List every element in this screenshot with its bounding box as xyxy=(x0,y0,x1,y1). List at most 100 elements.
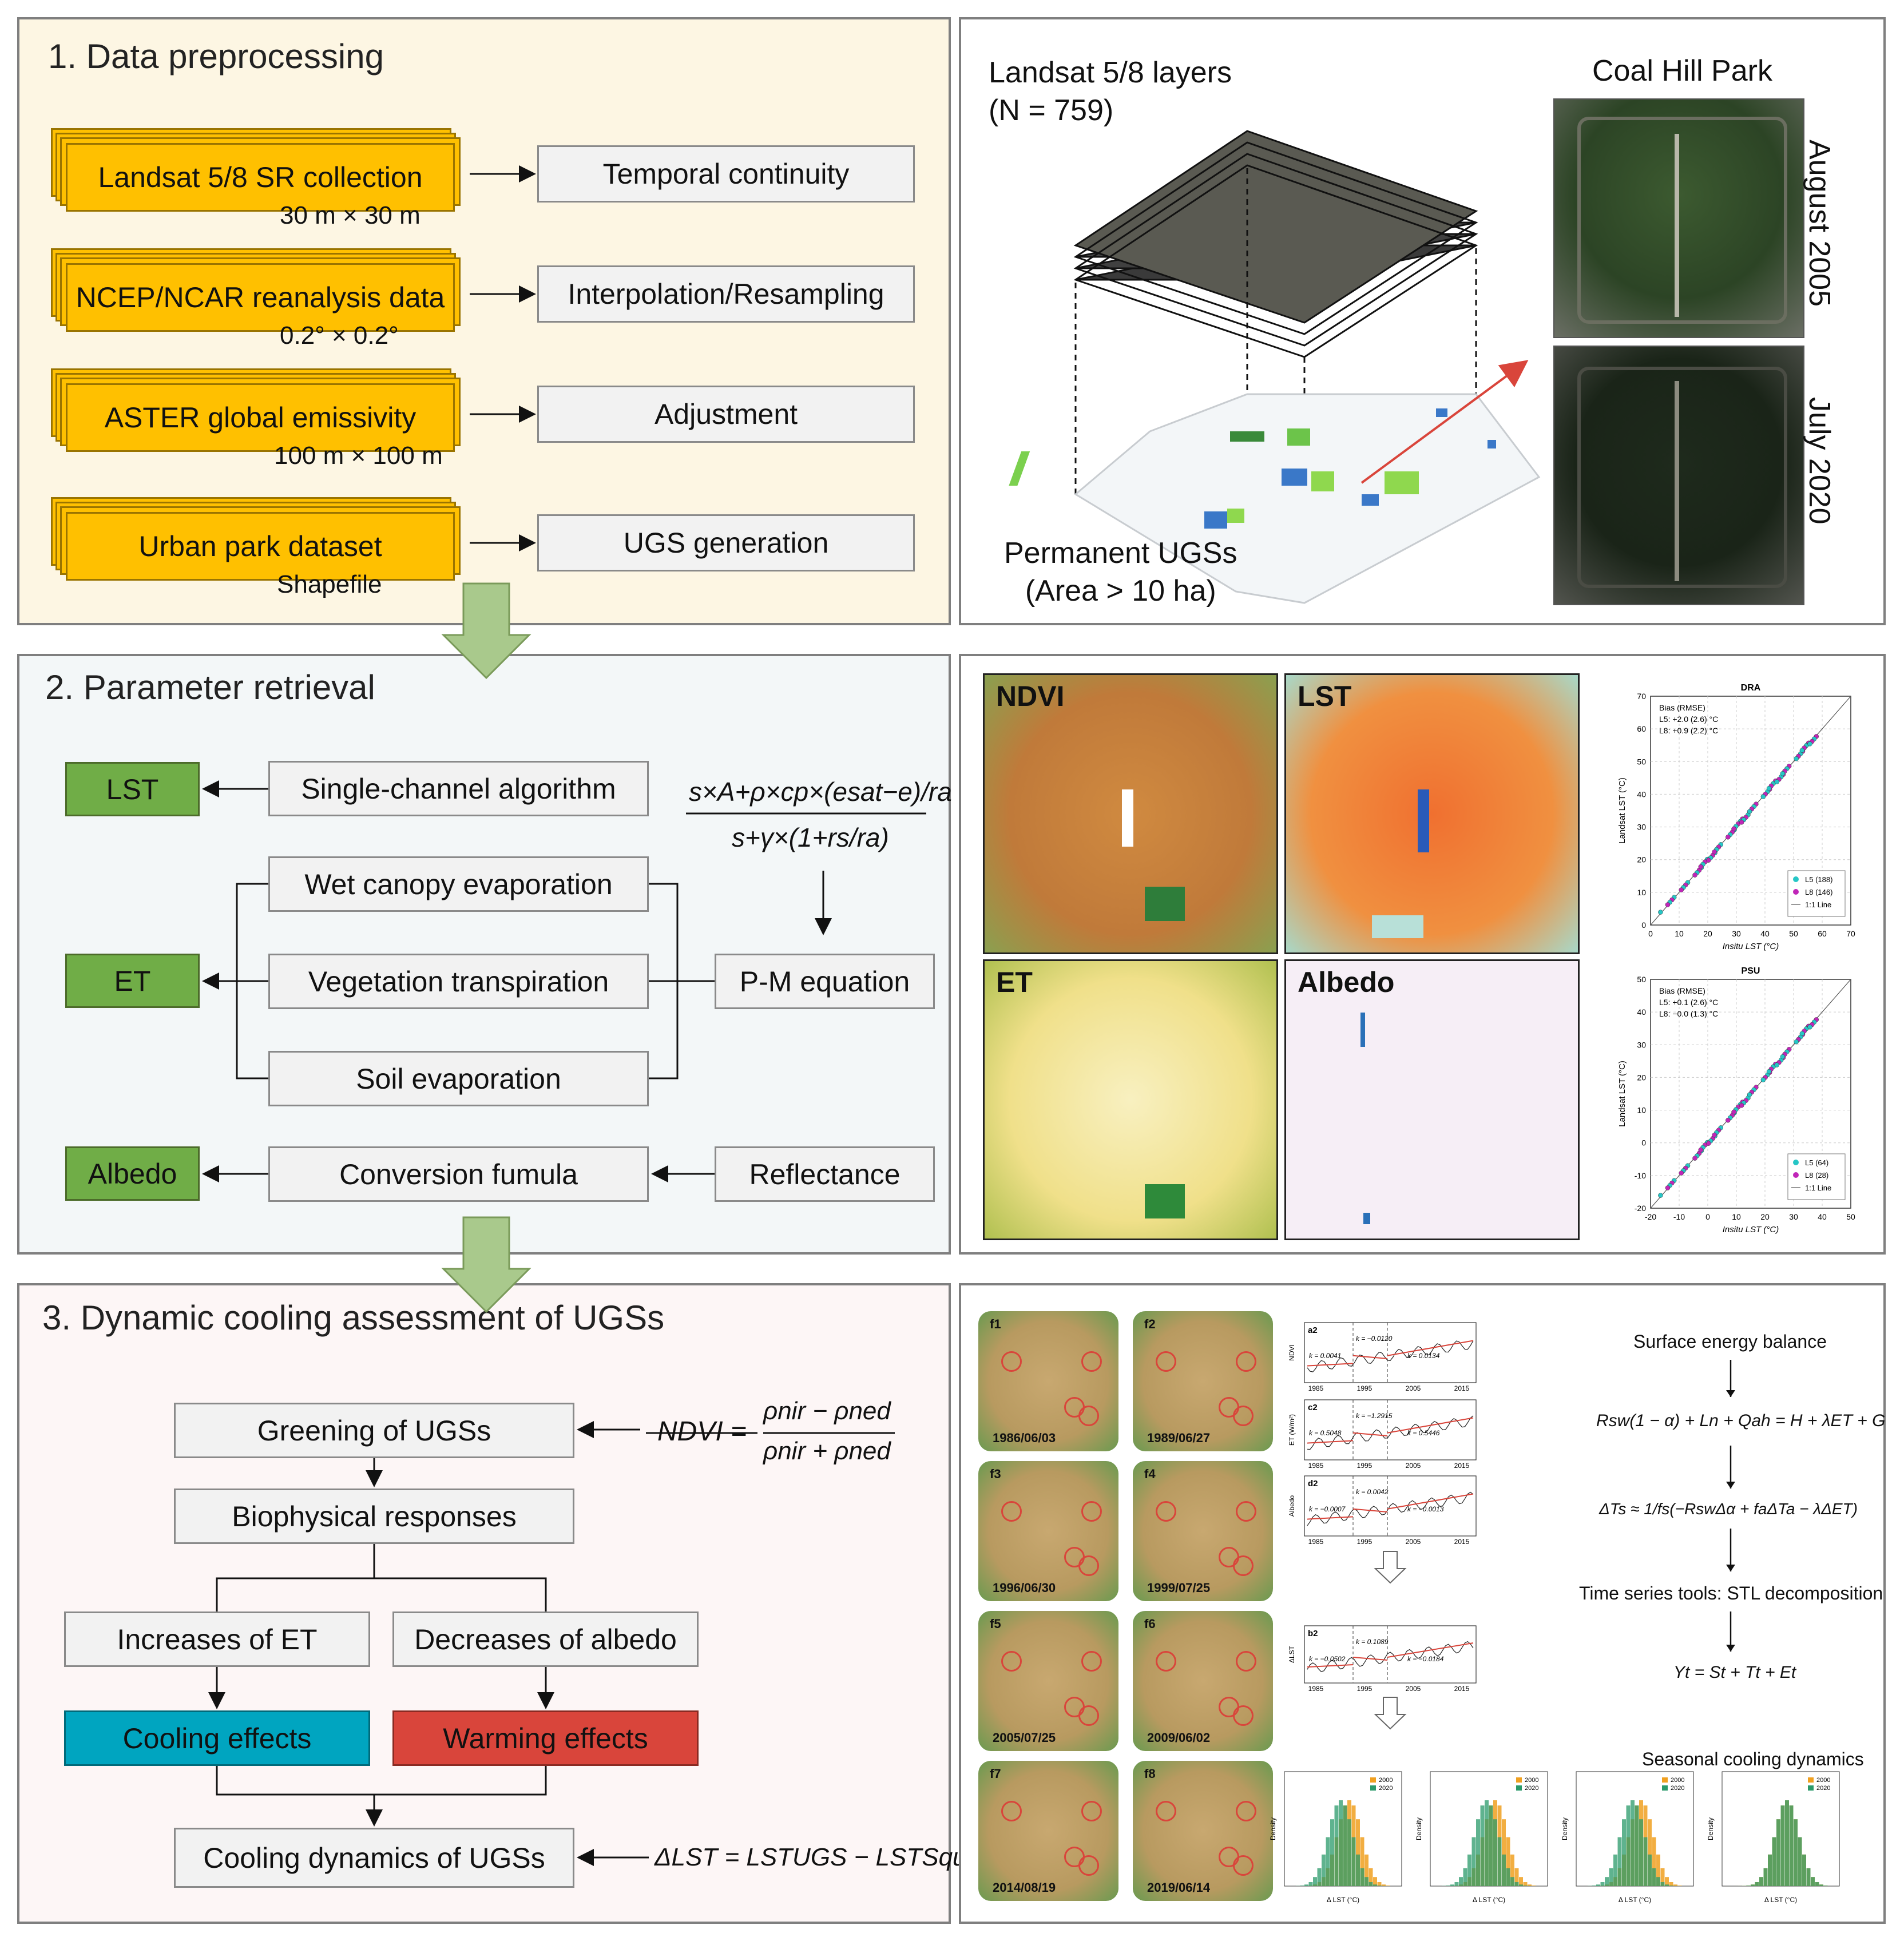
ugs-circle xyxy=(1236,1501,1256,1522)
histogram-bar-2020 xyxy=(1489,1805,1493,1886)
map-id: f2 xyxy=(1144,1317,1156,1331)
scatter-point xyxy=(1780,771,1786,776)
histogram-bar-2020 xyxy=(1459,1877,1463,1886)
panel-data-preprocessing: 1. Data preprocessing Landsat 5/8 SR col… xyxy=(17,17,951,625)
y-tick-label: 50 xyxy=(1637,975,1646,984)
conversion-formula: Conversion fumula xyxy=(268,1146,649,1202)
ugs-circle xyxy=(1001,1651,1022,1672)
histogram-bar-2020 xyxy=(1819,1884,1823,1886)
y-tick-label: 30 xyxy=(1637,823,1646,832)
histogram-bar-2000 xyxy=(1648,1819,1652,1886)
map-id: f6 xyxy=(1144,1617,1156,1631)
histogram-xlabel: Δ LST (°C) xyxy=(1764,1896,1797,1904)
output-lst: LST xyxy=(65,762,200,816)
trend-line xyxy=(1307,1440,1354,1444)
slope-label: k = 0.0042 xyxy=(1356,1488,1389,1496)
map-label-lst: LST xyxy=(1298,680,1352,712)
scatter-point xyxy=(1712,849,1717,855)
histogram-bar-2020 xyxy=(1330,1819,1334,1886)
dynamics-svg: a2 NDVI 1985 1995 2005 2015 k = 0.0041 k = −0.0… xyxy=(1269,1322,1840,1904)
y-tick-label: 20 xyxy=(1637,855,1646,864)
dts-equation: ΔTs ≈ 1/fs(−RswΔα + faΔTa − λΔET) xyxy=(1599,1500,1858,1518)
x-tick-label: 40 xyxy=(1818,1212,1827,1221)
histogram-bar-2020 xyxy=(1665,1884,1669,1886)
scatter-point xyxy=(1706,1141,1711,1146)
x-tick-label: 10 xyxy=(1675,929,1684,938)
histogram-bar-2020 xyxy=(1596,1884,1600,1886)
histogram-bar-2020 xyxy=(1631,1800,1635,1886)
year-tick: 2015 xyxy=(1454,1685,1470,1693)
y-tick-label: 30 xyxy=(1637,1040,1646,1049)
histogram-bar-2020 xyxy=(1360,1868,1364,1886)
caption-landsat: 30 m × 30 m xyxy=(280,201,421,229)
x-tick-label: 20 xyxy=(1703,929,1712,938)
histogram-bar-2020 xyxy=(1600,1882,1605,1886)
validation-frame xyxy=(1650,696,1851,926)
histogram-bar-2020 xyxy=(1660,1882,1665,1886)
histogram-bar-2000 xyxy=(1373,1877,1377,1886)
histogram-bar-2020 xyxy=(1755,1882,1759,1886)
y-tick-label: 10 xyxy=(1637,1106,1646,1115)
trend-line xyxy=(1387,1340,1474,1356)
scatter-point xyxy=(1747,1092,1752,1097)
process-temporal: Temporal continuity xyxy=(537,145,915,203)
caption-aster: 100 m × 100 m xyxy=(274,442,443,470)
panel-title: 2. Parameter retrieval xyxy=(45,668,375,706)
scatter-point xyxy=(1731,826,1736,832)
map-grid: f1 1986/06/03 f2 1989/06/27 f3 1996/06/30 f4 19… xyxy=(978,1311,1276,1912)
date-2005: August 2005 xyxy=(1803,140,1836,307)
histogram-bar-2020 xyxy=(1326,1837,1330,1886)
ugs-circle xyxy=(1078,1855,1099,1876)
panel-parameter-retrieval: 2. Parameter retrieval LST ET Albedo Sin… xyxy=(17,654,952,1255)
trend-line xyxy=(1352,1432,1388,1436)
histogram-bar-2000 xyxy=(1364,1854,1368,1886)
histogram-ylabel: Density xyxy=(1561,1817,1569,1840)
source-landsat: Landsat 5/8 SR collection xyxy=(66,143,455,212)
legend-marker xyxy=(1793,1172,1799,1178)
histogram-bar-2020 xyxy=(1798,1837,1802,1886)
histogram-bar-2000 xyxy=(1665,1877,1669,1886)
scatter-point xyxy=(1799,748,1805,753)
validation-plots: DRA 0 10 20 30 40 50 60 70 0 10 20 30 40 50 60 70 Insitu … xyxy=(1596,676,1865,1240)
single-channel-algorithm: Single-channel algorithm xyxy=(268,761,649,816)
histogram-bar-2000 xyxy=(1510,1854,1514,1886)
scatter-point xyxy=(1794,1039,1799,1045)
y-tick-label: -10 xyxy=(1635,1171,1646,1180)
landsat-top-layer xyxy=(1073,130,1478,324)
y-tick-label: 0 xyxy=(1641,1138,1646,1148)
histogram-bar-2020 xyxy=(1313,1877,1317,1886)
histogram-bar-2020 xyxy=(1763,1868,1768,1886)
histogram-bar-2020 xyxy=(1510,1877,1514,1886)
panel-title: 1. Data preprocessing xyxy=(48,37,384,76)
source-park: Urban park dataset xyxy=(66,512,455,581)
year-tick: 1995 xyxy=(1357,1384,1373,1392)
x-tick-label: -10 xyxy=(1673,1212,1685,1221)
process-adjustment: Adjustment xyxy=(537,386,915,443)
park-image-2005 xyxy=(1553,98,1804,338)
ugs-circle xyxy=(1156,1651,1176,1672)
y-tick-label: 0 xyxy=(1641,920,1646,930)
histogram-bar-2020 xyxy=(1454,1882,1459,1886)
histogram-bar-2020 xyxy=(1480,1805,1485,1886)
histogram-bar-2020 xyxy=(1613,1854,1617,1886)
x-tick-label: 30 xyxy=(1732,929,1741,938)
histogram-bar-2020 xyxy=(1343,1805,1347,1886)
histogram-legend-swatch xyxy=(1808,1785,1814,1791)
histogram-legend-swatch xyxy=(1370,1777,1376,1783)
histogram-bar-2020 xyxy=(1815,1882,1819,1886)
scatter-point xyxy=(1679,887,1684,892)
series-line xyxy=(1307,1491,1474,1526)
map-label-et: ET xyxy=(996,966,1033,998)
slope-label: k = −1.2915 xyxy=(1356,1412,1393,1420)
year-tick: 1995 xyxy=(1357,1538,1373,1546)
vegetation-transpiration: Vegetation transpiration xyxy=(268,954,649,1009)
histogram-bar-2020 xyxy=(1519,1884,1523,1886)
output-et: ET xyxy=(65,954,200,1008)
map-id: f1 xyxy=(990,1317,1001,1331)
series-line xyxy=(1307,1415,1474,1450)
validation-svg: DRA 0 10 20 30 40 50 60 70 0 10 20 30 40 50 60 70 Insitu … xyxy=(1617,683,1855,1235)
histogram-bar-2000 xyxy=(1514,1868,1519,1886)
map-thumbnail: f2 1989/06/27 xyxy=(1133,1311,1273,1451)
process-ugs: UGS generation xyxy=(537,514,915,571)
histogram-legend-label: 2000 xyxy=(1379,1777,1393,1784)
